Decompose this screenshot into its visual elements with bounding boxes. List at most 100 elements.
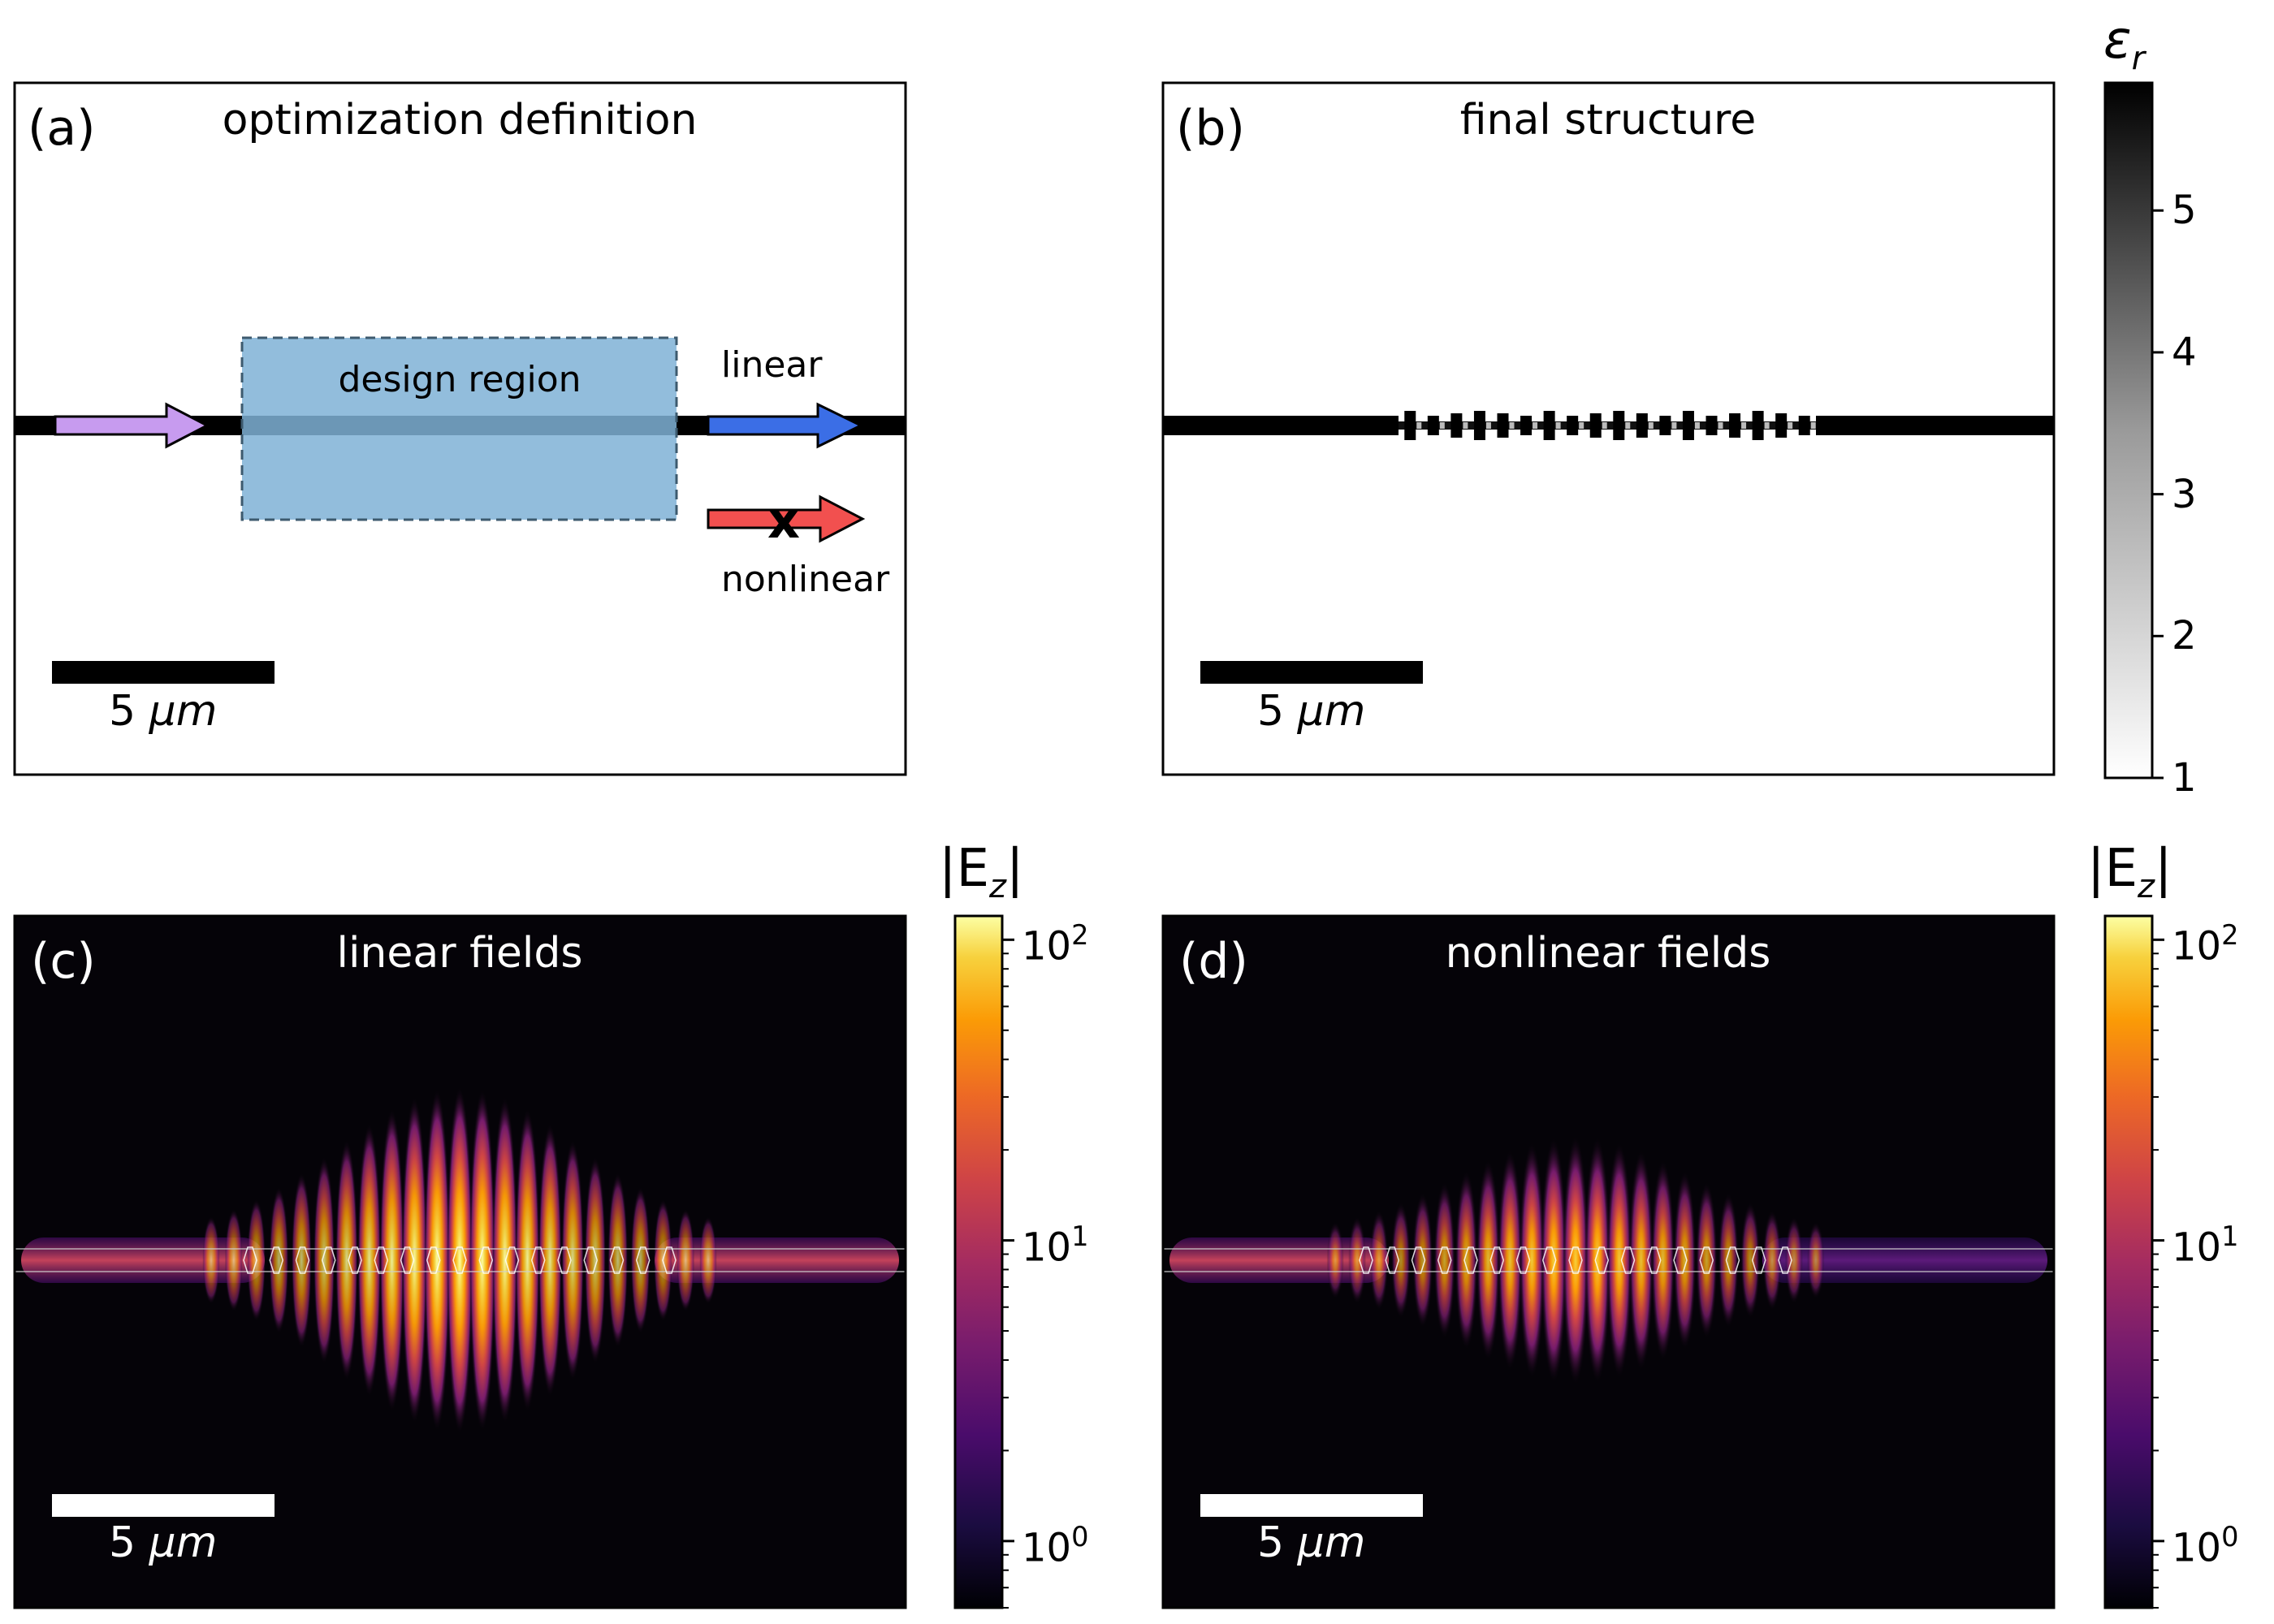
structure-gap <box>1555 422 1561 429</box>
panel-b <box>1161 81 2056 776</box>
structure-outline <box>1673 1246 1688 1274</box>
structure-outline <box>662 1246 677 1274</box>
scale-bar-a <box>52 661 275 684</box>
panel-b-title: final structure <box>1459 96 1757 145</box>
scale-label-d: 5 μm <box>1257 1522 1365 1564</box>
colorbar-permittivity-tick-label: 1 <box>2172 755 2197 801</box>
structure-outline <box>1437 1246 1452 1274</box>
structure-gap <box>1671 422 1677 429</box>
scale-unit-c: μm <box>149 1518 218 1567</box>
colorbar-permittivity-tick-label: 3 <box>2172 471 2197 517</box>
field-lobe <box>538 1123 562 1397</box>
nonlinear-blocked-x-icon: x <box>767 490 800 550</box>
scale-unit-b: μm <box>1297 687 1366 736</box>
panel-d <box>1161 914 2056 1609</box>
field-lobe <box>1784 1216 1803 1304</box>
field-lobe <box>447 1086 473 1434</box>
panel-a-title: optimization definition <box>222 96 698 145</box>
ez-label-sub-d: z <box>2138 868 2155 905</box>
field-lobe <box>699 1216 717 1304</box>
colorbar-permittivity-tick-label: 2 <box>2172 613 2197 659</box>
panel-a: x <box>13 81 907 776</box>
ez-label-main-c: |E <box>939 839 989 899</box>
colorbar-field-linear <box>953 914 1014 1609</box>
structure-outline <box>1541 1246 1557 1274</box>
field-lobe <box>335 1139 358 1381</box>
field-lobe <box>357 1123 382 1397</box>
panel-d-letter: (d) <box>1179 933 1248 990</box>
field-lobe <box>313 1156 335 1364</box>
structure-pillar <box>1404 411 1416 440</box>
field-lobe <box>379 1108 404 1412</box>
structure-outline <box>269 1246 284 1274</box>
field-lobe <box>1563 1135 1589 1385</box>
field-lobe <box>1498 1150 1523 1371</box>
structure-pillar <box>1567 416 1579 435</box>
field-lobe <box>1326 1221 1344 1299</box>
panel-d-title: nonlinear fields <box>1445 929 1771 978</box>
structure-pillar <box>1473 411 1485 440</box>
colorbar-field-linear-ticks <box>1002 938 1014 1609</box>
structure-outline <box>1620 1246 1636 1274</box>
design-region-box <box>240 336 678 521</box>
structure-gap <box>1625 422 1631 429</box>
field-lobe <box>424 1089 451 1432</box>
structure-core <box>1399 421 1816 430</box>
field-lobe <box>1807 1221 1825 1299</box>
colorbar-permittivity-label: εr <box>2103 15 2145 75</box>
colorbar-permittivity-tick-label: 4 <box>2172 329 2197 375</box>
structure-outline <box>583 1246 599 1274</box>
structure-outline <box>374 1246 389 1274</box>
ez-label-end-d: | <box>2155 839 2172 899</box>
scale-label-c: 5 μm <box>109 1522 217 1564</box>
field-lobe <box>607 1173 629 1348</box>
field-lobe <box>1696 1181 1718 1339</box>
structure-outline <box>1568 1246 1583 1274</box>
field-lobe <box>630 1186 651 1334</box>
structure-pillar <box>1427 416 1439 435</box>
field-lobe <box>515 1108 540 1412</box>
structure-pillar <box>1682 411 1694 440</box>
structure-outline <box>295 1246 310 1274</box>
structure-pillar <box>1775 413 1788 438</box>
colorbar-field-nonlinear-label: |Ez| <box>2087 843 2172 903</box>
structure-gap <box>1602 422 1607 429</box>
ez-label-main-d: |E <box>2087 839 2138 899</box>
structure-gap <box>1485 422 1491 429</box>
structure-pillar <box>1752 411 1764 440</box>
colorbar-tick-label: 102 <box>2172 919 2239 970</box>
linear-output-arrow <box>707 402 864 449</box>
scale-label-a: 5 μm <box>109 690 217 732</box>
panel-c-letter: (c) <box>31 933 96 990</box>
colorbar-tick-label: 100 <box>2172 1520 2239 1571</box>
field-lobe <box>1740 1202 1761 1319</box>
field-lobe <box>1673 1170 1697 1350</box>
field-lobe <box>584 1156 607 1364</box>
structure-outline <box>1463 1246 1478 1274</box>
field-lobe <box>677 1208 695 1312</box>
structure-gap <box>1718 422 1723 429</box>
field-lobe <box>1718 1192 1739 1328</box>
field-lobe <box>469 1089 495 1432</box>
nonlinear-label: nonlinear <box>721 559 890 600</box>
structure-outline <box>400 1246 415 1274</box>
structure-pillar <box>1450 413 1463 438</box>
field-lobe <box>1628 1150 1654 1371</box>
structure-outline <box>1699 1246 1714 1274</box>
structure-outline <box>1725 1246 1740 1274</box>
structure-gap <box>1648 422 1654 429</box>
colorbar-tick-label: 102 <box>1022 919 1089 970</box>
structure-outline <box>1489 1246 1505 1274</box>
structure-gap <box>1579 422 1584 429</box>
colorbar-field-nonlinear-ticks <box>2152 938 2164 1609</box>
structure-pillar <box>1543 411 1555 440</box>
nonlinear-output-arrow <box>707 495 866 543</box>
structure-outline <box>504 1246 520 1274</box>
field-lobe <box>224 1208 243 1312</box>
structure-outline <box>1515 1246 1531 1274</box>
field-lobe <box>1584 1137 1610 1384</box>
structure-gap <box>1810 422 1816 429</box>
scale-unit-a: μm <box>149 687 218 736</box>
epsilon-subscript: r <box>2131 40 2146 77</box>
colorbar-tick-label: 101 <box>1022 1220 1089 1271</box>
